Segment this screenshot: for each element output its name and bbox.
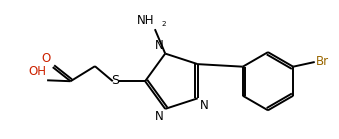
Text: S: S: [111, 74, 119, 87]
Text: N: N: [155, 39, 163, 52]
Text: N: N: [200, 99, 208, 112]
Text: O: O: [42, 52, 51, 65]
Text: $_2$: $_2$: [160, 19, 166, 29]
Text: OH: OH: [28, 65, 46, 78]
Text: N: N: [155, 110, 163, 123]
Text: Br: Br: [316, 55, 329, 68]
Text: NH: NH: [137, 14, 154, 27]
